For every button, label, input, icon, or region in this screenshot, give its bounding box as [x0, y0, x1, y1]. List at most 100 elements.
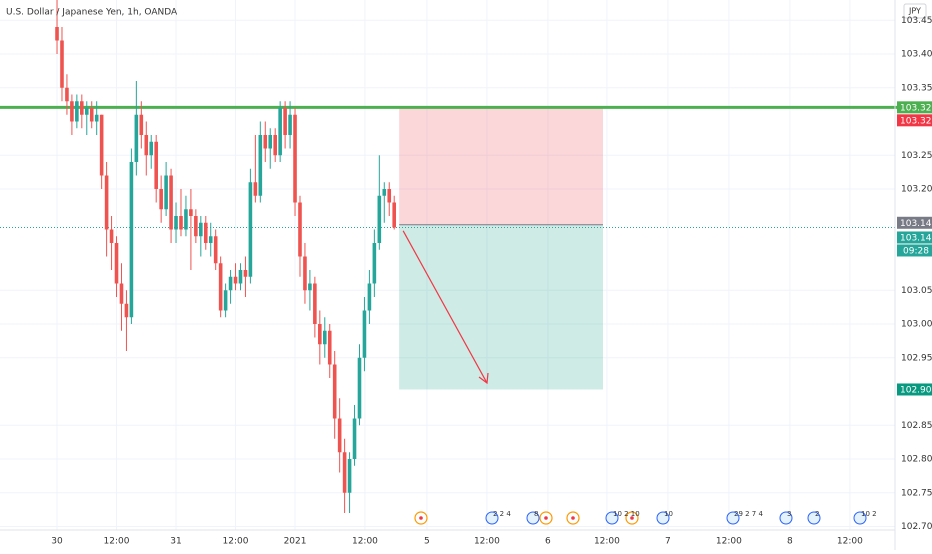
event-label: 8	[534, 510, 538, 518]
candle-body	[322, 330, 327, 345]
candle-body	[159, 189, 163, 210]
event-label: 10 2	[861, 510, 877, 518]
y-tick-label: 103.000	[901, 320, 932, 330]
resistance-tag-box	[897, 101, 932, 114]
x-tick-label: 12:00	[352, 537, 378, 547]
currency-label[interactable]: JPY	[908, 7, 921, 16]
candle-body	[94, 114, 99, 122]
x-tick-label: 12:00	[104, 537, 130, 547]
y-tick-label: 102.700	[901, 522, 932, 532]
events: 2 2 4 8 10 2 10 10 29 2 7 4 3 2 10 2	[414, 510, 877, 525]
event-icon	[853, 511, 867, 525]
arrow-head	[478, 372, 489, 385]
candle-body	[154, 141, 158, 189]
entry-tag: 103.147	[900, 219, 932, 229]
y-tick-label: 103.350	[901, 83, 932, 93]
candle-body	[347, 459, 352, 493]
candle-body	[213, 236, 218, 264]
y-tick-label: 102.750	[901, 488, 932, 498]
candle-body	[263, 135, 268, 149]
last-price-tag: 103.143	[900, 233, 932, 243]
event-icon	[526, 511, 540, 525]
x-tick-label: 2021	[284, 537, 307, 547]
x-tick-label: 31	[170, 537, 181, 547]
currency-button[interactable]	[903, 3, 927, 19]
candle-body	[80, 101, 84, 115]
candle-body	[129, 162, 134, 318]
price-tags: 103.321 103.321 103.147 103.143 09:28 102.903	[897, 101, 932, 396]
candle-body	[179, 216, 183, 230]
candle-body	[149, 141, 154, 156]
candle-body	[392, 202, 396, 228]
countdown-box	[897, 244, 932, 257]
candle-body	[189, 209, 193, 216]
y-tick-label: 102.850	[901, 421, 932, 431]
countdown: 09:28	[903, 246, 929, 256]
event-label: 10 2 10	[613, 510, 640, 518]
y-tick-label: 102.950	[901, 353, 932, 363]
y-tick-label: 103.400	[901, 50, 932, 60]
candle-body	[144, 135, 149, 156]
event-label: 10	[664, 510, 673, 518]
event-icon	[485, 511, 499, 525]
candle-body	[288, 114, 292, 135]
candle-body	[109, 229, 114, 243]
event-label: 3	[787, 510, 791, 518]
candle-body	[89, 108, 94, 122]
candle-body	[258, 135, 263, 196]
candle-body	[114, 243, 119, 284]
x-tick-label: 12:00	[474, 537, 500, 547]
target-zone	[399, 224, 603, 390]
last-price-tag-box	[897, 231, 932, 244]
candle-body	[318, 324, 322, 345]
candle-body	[367, 283, 372, 311]
x-tick-label: 5	[424, 537, 430, 547]
candle-body	[164, 175, 168, 210]
candle-body	[60, 40, 64, 88]
x-tick-label: 12:00	[716, 537, 742, 547]
candle-body	[303, 256, 307, 291]
candle-body	[283, 108, 287, 135]
x-tick-label: 12:00	[223, 537, 249, 547]
event-icon	[656, 511, 670, 525]
resistance-tag: 103.321	[900, 103, 932, 113]
event-icon	[726, 511, 740, 525]
candle-body	[134, 114, 139, 162]
x-tick-label: 8	[787, 537, 793, 547]
x-tick-label: 30	[51, 537, 63, 547]
event-dot	[544, 516, 548, 520]
candle-body	[337, 418, 342, 453]
candle-body	[357, 357, 362, 419]
candle-body	[248, 182, 253, 277]
candle-body	[327, 330, 332, 365]
event-icon	[807, 511, 821, 525]
candle-body	[243, 270, 248, 277]
stop-tag: 103.321	[900, 116, 932, 126]
target-tag-box	[897, 383, 932, 396]
y-tick-label: 103.250	[901, 151, 932, 161]
plot	[0, 0, 932, 513]
event-label: 2	[815, 510, 819, 518]
candle-body	[308, 283, 312, 291]
event-label: 29 2 7 4	[734, 510, 763, 518]
candle-body	[184, 209, 188, 230]
candle-body	[233, 276, 238, 284]
candle-body	[223, 290, 228, 311]
y-tick-label: 103.450	[901, 16, 932, 26]
candle-body	[99, 114, 104, 176]
candle-body	[169, 175, 173, 230]
candle-body	[268, 135, 273, 149]
y-tick-label: 103.200	[901, 185, 932, 195]
candle-body	[199, 222, 203, 237]
candle-body	[387, 189, 392, 203]
arrow-shaft	[402, 230, 488, 384]
entry-tag-box	[897, 216, 932, 229]
candle-body	[342, 452, 347, 493]
target-tag: 102.903	[900, 385, 932, 395]
candle-body	[194, 216, 198, 237]
candle-body	[238, 270, 243, 284]
event-dot	[630, 516, 634, 520]
x-tick-label: 6	[545, 537, 551, 547]
